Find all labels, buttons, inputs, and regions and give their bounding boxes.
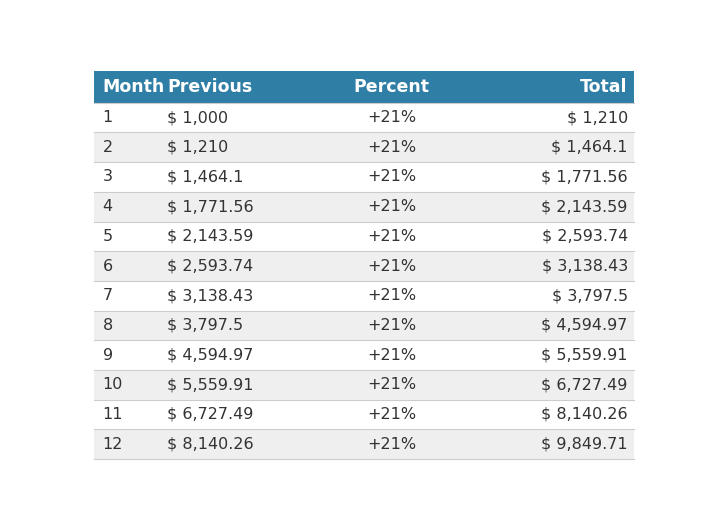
- Text: 6: 6: [102, 259, 113, 274]
- Bar: [95, 103, 634, 133]
- Text: $ 5,559.91: $ 5,559.91: [541, 347, 628, 363]
- Text: $ 1,210: $ 1,210: [567, 110, 628, 125]
- Bar: [95, 370, 634, 400]
- Bar: [95, 192, 634, 222]
- Bar: [95, 251, 634, 281]
- Text: $ 5,559.91: $ 5,559.91: [168, 377, 254, 392]
- Text: $ 8,140.26: $ 8,140.26: [168, 437, 254, 451]
- Text: Total: Total: [580, 78, 628, 96]
- Text: $ 1,771.56: $ 1,771.56: [541, 169, 628, 184]
- Bar: [95, 281, 634, 310]
- Text: +21%: +21%: [367, 199, 416, 214]
- Text: $ 3,138.43: $ 3,138.43: [542, 259, 628, 274]
- Text: 5: 5: [102, 229, 113, 244]
- Bar: [95, 133, 634, 162]
- Text: 12: 12: [102, 437, 123, 451]
- Text: $ 1,000: $ 1,000: [168, 110, 228, 125]
- Text: $ 6,727.49: $ 6,727.49: [168, 407, 254, 422]
- Text: $ 1,210: $ 1,210: [168, 140, 229, 155]
- Text: +21%: +21%: [367, 259, 416, 274]
- Text: +21%: +21%: [367, 140, 416, 155]
- Bar: [95, 400, 634, 429]
- Text: +21%: +21%: [367, 377, 416, 392]
- Text: $ 3,138.43: $ 3,138.43: [168, 288, 254, 303]
- Bar: [95, 222, 634, 251]
- Text: +21%: +21%: [367, 110, 416, 125]
- Text: $ 4,594.97: $ 4,594.97: [541, 318, 628, 333]
- Text: +21%: +21%: [367, 288, 416, 303]
- Text: Percent: Percent: [353, 78, 429, 96]
- Text: +21%: +21%: [367, 169, 416, 184]
- Text: $ 2,143.59: $ 2,143.59: [168, 229, 254, 244]
- Text: 9: 9: [102, 347, 113, 363]
- Bar: [95, 340, 634, 370]
- Text: Month: Month: [102, 78, 165, 96]
- Text: $ 1,464.1: $ 1,464.1: [168, 169, 244, 184]
- Text: $ 4,594.97: $ 4,594.97: [168, 347, 254, 363]
- Text: 2: 2: [102, 140, 113, 155]
- Text: Previous: Previous: [168, 78, 252, 96]
- Text: 1: 1: [102, 110, 113, 125]
- Text: +21%: +21%: [367, 347, 416, 363]
- Text: $ 3,797.5: $ 3,797.5: [552, 288, 628, 303]
- Text: 10: 10: [102, 377, 123, 392]
- Text: +21%: +21%: [367, 437, 416, 451]
- Text: $ 2,593.74: $ 2,593.74: [542, 229, 628, 244]
- Bar: [95, 71, 634, 103]
- Text: $ 2,143.59: $ 2,143.59: [541, 199, 628, 214]
- Text: $ 1,771.56: $ 1,771.56: [168, 199, 254, 214]
- Text: $ 2,593.74: $ 2,593.74: [168, 259, 254, 274]
- Text: $ 8,140.26: $ 8,140.26: [541, 407, 628, 422]
- Text: +21%: +21%: [367, 318, 416, 333]
- Bar: [95, 310, 634, 340]
- Bar: [95, 162, 634, 192]
- Bar: [95, 429, 634, 459]
- Text: 3: 3: [102, 169, 112, 184]
- Text: $ 1,464.1: $ 1,464.1: [551, 140, 628, 155]
- Text: 7: 7: [102, 288, 113, 303]
- Text: $ 6,727.49: $ 6,727.49: [541, 377, 628, 392]
- Text: $ 3,797.5: $ 3,797.5: [168, 318, 244, 333]
- Text: 11: 11: [102, 407, 123, 422]
- Text: $ 9,849.71: $ 9,849.71: [541, 437, 628, 451]
- Text: +21%: +21%: [367, 229, 416, 244]
- Text: 4: 4: [102, 199, 113, 214]
- Text: 8: 8: [102, 318, 113, 333]
- Text: +21%: +21%: [367, 407, 416, 422]
